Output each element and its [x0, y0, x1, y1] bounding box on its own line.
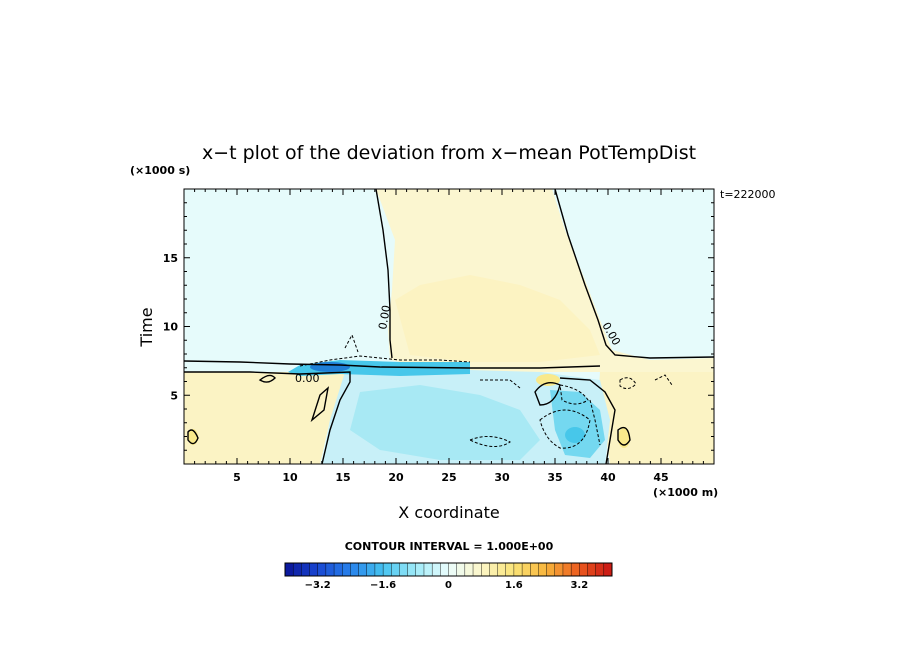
contour-neg-2: [468, 436, 511, 447]
contour-small-2: [187, 429, 199, 445]
cool-spot: [310, 362, 350, 372]
colorbar-frame: [284, 562, 613, 577]
colorbar-cell: [423, 562, 433, 577]
contour-zero-lower: [184, 371, 351, 464]
colorbar-tick-label: −1.6: [370, 580, 396, 591]
contour-zero-right-lower: [559, 377, 616, 464]
colorbar: [284, 562, 613, 577]
colorbar-cell: [358, 562, 368, 577]
colorbar-cell: [325, 562, 335, 577]
colorbar-cell: [317, 562, 327, 577]
colorbar-cell: [391, 562, 400, 577]
colorbar-cell: [464, 562, 474, 577]
colorbar-cell: [456, 562, 466, 577]
x-tick-label: 40: [600, 471, 616, 484]
colorbar-cell: [284, 562, 294, 577]
y-tick-label: 10: [163, 321, 179, 334]
warm-region-lower: [184, 372, 350, 464]
x-tick-label: 25: [441, 471, 456, 484]
colorbar-cell: [448, 562, 458, 577]
y-tick-label: 5: [170, 389, 178, 402]
x-tick-label: 15: [335, 471, 350, 484]
colorbar-cell: [431, 562, 441, 577]
colorbar-cell: [579, 562, 588, 577]
x-tick-label: 45: [653, 471, 668, 484]
y-axis-unit: (×1000 s): [130, 164, 190, 177]
contour-neg-4: [559, 384, 589, 405]
colorbar-cell: [489, 562, 499, 577]
chart-title: x−t plot of the deviation from x−mean Po…: [202, 142, 696, 164]
contour-neg-6: [344, 333, 359, 353]
plot-area: 0.00 0.00 0.00: [184, 189, 714, 464]
colorbar-tick-label: 3.2: [570, 580, 588, 591]
colorbar-tick-label: −3.2: [305, 580, 331, 591]
colorbar-tick-label: 0: [445, 580, 452, 591]
x-tick-label: 10: [282, 471, 298, 484]
colorbar-cell: [505, 562, 515, 577]
colorbar-cell: [481, 562, 490, 577]
y-axis-ticks: 5 10 15: [163, 202, 714, 451]
x-tick-label: 30: [494, 471, 510, 484]
colorbar-cell: [366, 562, 376, 577]
colorbar-cell: [415, 562, 425, 577]
x-tick-label: 20: [388, 471, 404, 484]
colorbar-cell: [513, 562, 523, 577]
contour-label-1: 0.00: [295, 372, 320, 385]
warm-region-right: [598, 372, 714, 464]
contour-interval-text: CONTOUR INTERVAL = 1.000E+00: [345, 540, 554, 553]
contour-lines: [184, 189, 714, 464]
colorbar-cell: [440, 562, 450, 577]
colorbar-cell: [530, 562, 539, 577]
contour-small-4: [617, 426, 631, 446]
colorbar-cell: [407, 562, 417, 577]
colorbar-cell: [562, 562, 572, 577]
colorbar-cell: [472, 562, 482, 577]
colorbar-cell: [595, 562, 605, 577]
colorbar-cell: [603, 562, 613, 577]
colorbar-cell: [342, 562, 351, 577]
contour-zero-right: [554, 189, 714, 359]
contour-zero-horizontal: [184, 360, 601, 369]
x-axis-label: X coordinate: [398, 503, 499, 522]
colorbar-labels: −3.2 −1.6 0 1.6 3.2: [305, 580, 589, 591]
contour-neg-9: [619, 377, 637, 390]
colorbar-cell: [521, 562, 531, 577]
y-axis-label: Time: [137, 307, 156, 347]
colorbar-cell: [374, 562, 384, 577]
colorbar-cell: [309, 562, 319, 577]
warm-region-core: [395, 275, 600, 362]
colorbar-cell: [546, 562, 556, 577]
colorbar-cell: [587, 562, 597, 577]
contour-zero-left: [375, 189, 393, 359]
contour-label-2: 0.00: [376, 304, 393, 330]
colorbar-cell: [570, 562, 580, 577]
colorbar-cell: [333, 562, 343, 577]
colorbar-cell: [497, 562, 507, 577]
contour-neg-7: [480, 379, 521, 389]
x-tick-label: 5: [233, 471, 241, 484]
colorbar-cell: [292, 562, 302, 577]
y-tick-label: 15: [163, 252, 178, 265]
x-axis-unit: (×1000 m): [653, 486, 718, 499]
time-annotation: t=222000: [720, 188, 776, 201]
x-axis-ticks: 5 10 15 20 25 30 35 40 45: [194, 189, 704, 484]
x-tick-label: 35: [547, 471, 562, 484]
contour-neg-1: [299, 355, 471, 367]
colorbar-cell: [399, 562, 409, 577]
colorbar-tick-label: 1.6: [505, 580, 523, 591]
contour-small-1: [310, 386, 330, 423]
colorbar-cell: [538, 562, 548, 577]
colorbar-cell: [350, 562, 360, 577]
colorbar-cell: [382, 562, 392, 577]
contour-neg-3: [539, 409, 591, 449]
contour-small-5: [258, 374, 276, 383]
contour-neg-5: [589, 399, 601, 446]
colorbar-cell: [301, 562, 311, 577]
cool-spot-2: [565, 427, 585, 443]
cool-region-mid: [350, 385, 540, 460]
colorbar-cell: [554, 562, 564, 577]
contour-lines-dashed: [299, 333, 673, 449]
contour-neg-8: [654, 374, 673, 386]
